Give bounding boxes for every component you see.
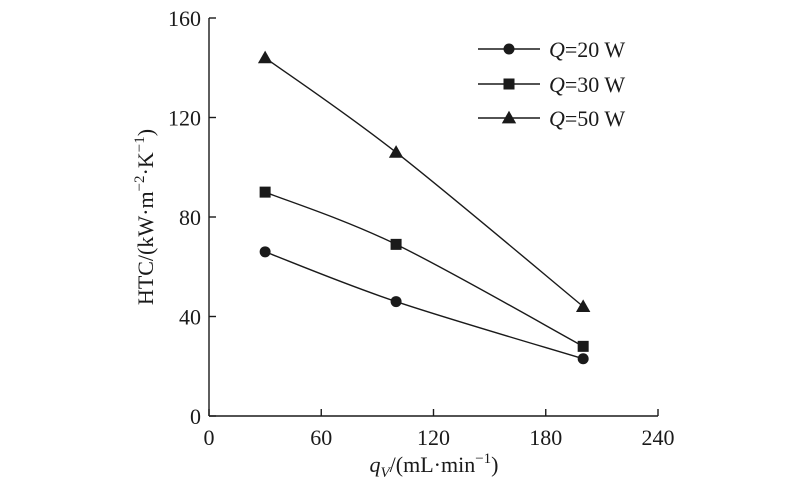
y-tick-label: 40 (179, 305, 201, 330)
y-axis-title-sup1: −2 (132, 175, 148, 191)
legend-label-var: Q (549, 72, 565, 97)
legend-item: Q=20 W (478, 37, 625, 62)
x-tick-label: 180 (529, 425, 562, 450)
x-axis-title-sup: −1 (475, 451, 491, 467)
data-point-triangle (575, 299, 591, 312)
legend-label: Q=50 W (549, 106, 625, 131)
y-tick-label: 80 (179, 205, 201, 230)
x-axis-title-sub: V (380, 465, 391, 481)
series-group (257, 50, 591, 365)
y-axis-title-mid: ·K (133, 152, 158, 175)
data-point-square (259, 186, 271, 198)
data-point-circle (390, 296, 402, 308)
x-tick-label: 60 (310, 425, 332, 450)
axes: 0 60 120 180 240 0 40 80 120 160 (168, 6, 675, 450)
series-line (264, 57, 584, 308)
y-axis-title: HTC/(kW·m−2·K−1) (132, 129, 158, 305)
legend: Q=20 WQ=30 WQ=50 W (478, 37, 625, 131)
series-line (264, 251, 584, 360)
data-point-triangle (388, 145, 404, 158)
data-point-circle (259, 246, 271, 258)
y-axis-title-sup2: −1 (132, 136, 148, 152)
legend-item: Q=50 W (478, 106, 625, 131)
x-axis-title: qV/(mL·min−1) (369, 451, 498, 481)
legend-marker-triangle (501, 110, 517, 124)
axis-titles: qV/(mL·min−1) HTC/(kW·m−2·K−1) (132, 129, 499, 481)
y-axis-title-pre: HTC/(kW·m (133, 191, 158, 305)
x-tick-label: 120 (417, 425, 450, 450)
x-axis-title-end: ) (491, 452, 498, 477)
legend-label-rest: =30 W (565, 72, 626, 97)
x-tick-label: 0 (204, 425, 215, 450)
series-square (259, 186, 589, 352)
x-tick-label: 240 (642, 425, 675, 450)
series-line (264, 191, 584, 347)
series-circle (259, 246, 589, 365)
data-point-square (577, 340, 589, 352)
series-triangle (257, 50, 591, 312)
legend-marker-square (503, 78, 515, 90)
legend-label: Q=30 W (549, 72, 625, 97)
y-tick-label: 0 (190, 404, 201, 429)
legend-label-rest: =20 W (565, 37, 626, 62)
legend-item: Q=30 W (478, 72, 625, 97)
legend-label-rest: =50 W (565, 106, 626, 131)
x-axis-title-var: q (369, 452, 380, 477)
legend-label: Q=20 W (549, 37, 625, 62)
data-point-square (390, 238, 402, 250)
y-axis-title-end: ) (133, 129, 158, 136)
y-tick-label: 120 (168, 106, 201, 131)
y-tick-label: 160 (168, 6, 201, 31)
legend-marker-circle (503, 43, 515, 55)
legend-label-var: Q (549, 37, 565, 62)
data-point-triangle (257, 50, 273, 64)
data-point-circle (577, 353, 589, 365)
legend-label-var: Q (549, 106, 565, 131)
x-axis-title-unit: /(mL·min (390, 452, 476, 477)
